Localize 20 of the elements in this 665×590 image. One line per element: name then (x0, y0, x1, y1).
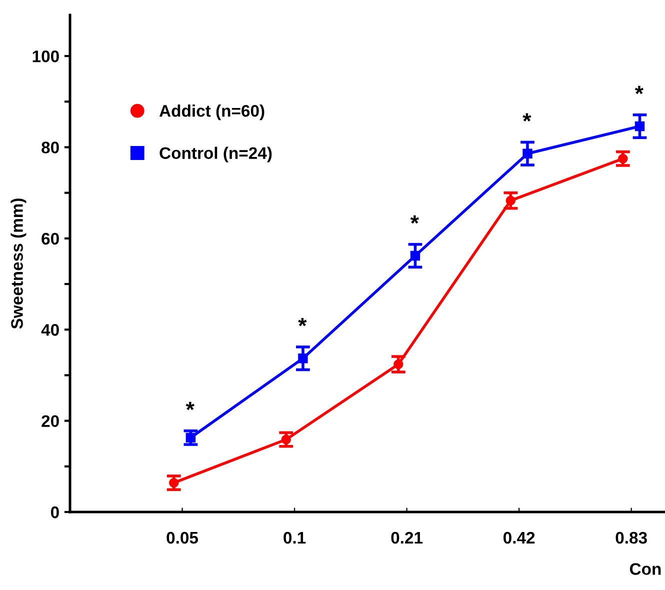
y-tick-label: 100 (32, 50, 59, 62)
y-tick-label: 20 (42, 415, 59, 428)
x-tick-label: 0.83 (616, 532, 647, 544)
legend-label: Addict (n=60) (159, 104, 264, 120)
x-axis-title: Con (630, 563, 661, 575)
y-tick-label: 40 (41, 324, 59, 336)
annotation: * (522, 113, 532, 122)
y-tick-label: 0 (50, 506, 59, 518)
y-tick-label: 80 (42, 142, 59, 154)
x-tick-label: 0.1 (284, 532, 306, 544)
annotation: * (298, 318, 307, 326)
x-tick-label: 0.42 (504, 532, 535, 544)
x-tick-label: 0.21 (391, 532, 423, 544)
x-tick-label: 0.05 (166, 532, 198, 544)
annotation: * (186, 402, 194, 410)
annotation: * (410, 215, 419, 224)
legend-label: Control (n=24) (160, 146, 272, 162)
y-axis-title: Sweetness (mm) (10, 198, 26, 329)
y-tick-label: 60 (42, 232, 59, 245)
annotation: * (634, 86, 644, 94)
